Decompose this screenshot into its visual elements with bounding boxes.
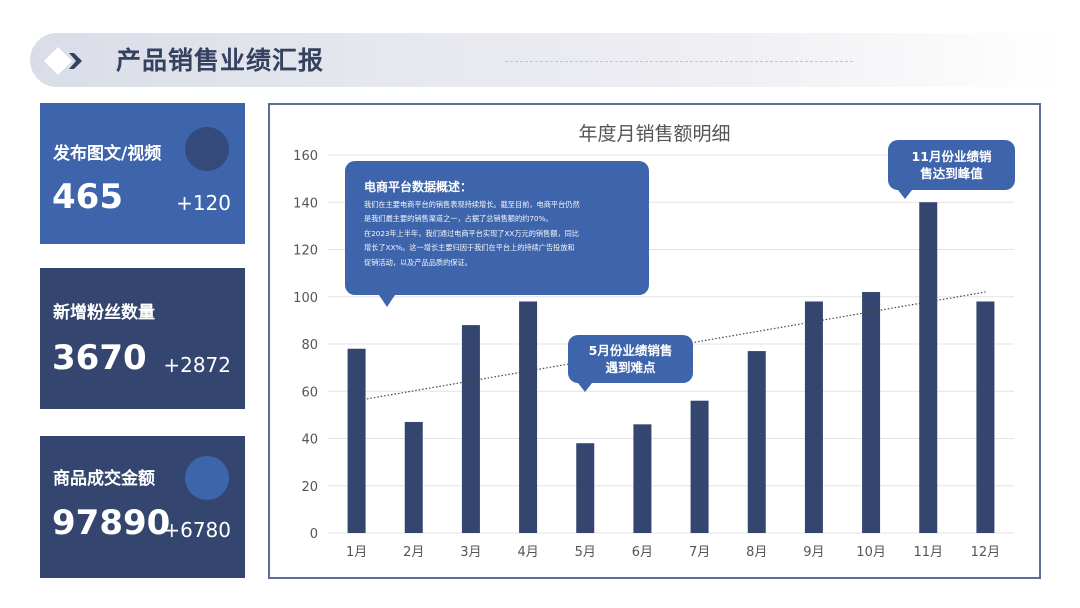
callout-line: 我们在主要电商平台的销售表现持续增长。截至目前，电商平台仍然 [364, 200, 580, 209]
x-tick-label: 9月 [803, 545, 824, 560]
bar [576, 443, 595, 533]
y-tick-label: 120 [293, 244, 318, 259]
bar [690, 400, 709, 533]
bar [404, 421, 423, 533]
x-tick-label: 10月 [856, 545, 886, 560]
callout-body: 我们在主要电商平台的销售表现持续增长。截至目前，电商平台仍然 是我们最主要的销售… [364, 198, 649, 270]
callout-may: 5月份业绩销售 遇到难点 [568, 335, 693, 392]
x-tick-label: 7月 [689, 545, 710, 560]
y-tick-label: 100 [293, 291, 318, 306]
bar [747, 351, 766, 533]
kpi-delta: +6780 [163, 518, 231, 542]
y-tick-label: 0 [310, 527, 318, 542]
circle-icon [185, 456, 229, 500]
callout-line: 11月份业绩销 [911, 149, 992, 164]
x-tick-label: 11月 [913, 545, 943, 560]
chart-title: 年度月销售额明细 [578, 123, 731, 145]
kpi-delta: +2872 [163, 353, 231, 377]
callout-title: 电商平台数据概述： [364, 180, 473, 194]
callout-line: 5月份业绩销售 [588, 343, 673, 358]
x-tick-label: 8月 [746, 545, 767, 560]
bar [862, 292, 881, 533]
kpi-card-posts: 发布图文/视频 465 +120 [40, 103, 245, 244]
callout-ecommerce-summary: 电商平台数据概述： 我们在主要电商平台的销售表现持续增长。截至目前，电商平台仍然… [345, 161, 649, 307]
y-tick-label: 160 [293, 149, 318, 164]
x-tick-label: 1月 [346, 545, 367, 560]
x-tick-label: 6月 [632, 545, 653, 560]
bar [919, 202, 938, 533]
page-title: 产品销售业绩汇报 [116, 46, 325, 75]
kpi-label: 发布图文/视频 [53, 144, 162, 164]
y-tick-label: 20 [301, 480, 318, 495]
x-tick-label: 5月 [575, 545, 596, 560]
callout-line: 增长了XX%。这一增长主要归因于我们在平台上的持续广告投放和 [364, 243, 575, 253]
callout-line: 售达到峰值 [920, 166, 983, 181]
bar [976, 301, 995, 533]
kpi-label: 商品成交金额 [53, 469, 155, 489]
circle-icon [185, 127, 229, 171]
bar [804, 301, 823, 533]
kpi-value: 3670 [52, 338, 147, 378]
x-tick-label: 3月 [460, 545, 481, 560]
kpi-card-gmv: 商品成交金额 97890 +6780 [40, 436, 245, 578]
kpi-value: 465 [52, 177, 123, 217]
callout-november: 11月份业绩销 售达到峰值 [888, 140, 1015, 199]
callout-line: 是我们最主要的销售渠道之一，占据了总销售额的约70%。 [364, 214, 553, 224]
bar [519, 301, 538, 533]
x-tick-label: 2月 [403, 545, 424, 560]
bar [461, 325, 480, 533]
x-tick-label: 12月 [971, 545, 1001, 560]
callout-line: 遇到难点 [605, 360, 656, 375]
y-tick-label: 140 [293, 196, 318, 211]
y-tick-label: 40 [301, 433, 318, 448]
bar [633, 424, 652, 533]
header-banner [30, 33, 1060, 87]
x-tick-label: 4月 [517, 545, 538, 560]
callout-line: 促销活动，以及产品品质的保证。 [364, 257, 472, 267]
kpi-value: 97890 [52, 503, 171, 543]
kpi-label: 新增粉丝数量 [53, 303, 155, 323]
header-divider [505, 61, 853, 62]
kpi-card-followers: 新增粉丝数量 3670 +2872 [40, 268, 245, 409]
kpi-delta: +120 [176, 191, 231, 215]
bar [347, 348, 366, 533]
y-tick-label: 60 [301, 385, 318, 400]
y-tick-label: 80 [301, 338, 318, 353]
diamond-arrow-icon [44, 47, 82, 75]
callout-line: 在2023年上半年，我们通过电商平台实现了XX万元的销售额，同比 [364, 228, 580, 238]
